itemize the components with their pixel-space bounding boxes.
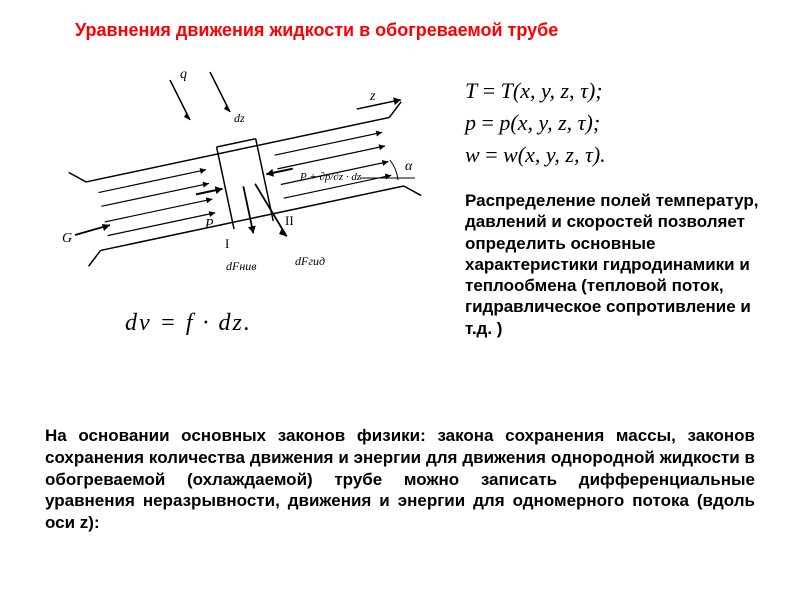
field-equations: T = T(x, y, z, τ); p = p(x, y, z, τ); w … [465,75,606,171]
eq-T-rhs: T(x, y, z, τ); [501,78,603,103]
description-bottom: На основании основных законов физики: за… [45,425,755,534]
page-title: Уравнения движения жидкости в обогреваем… [75,20,725,41]
eq-p-rhs: p(x, y, z, τ); [499,110,600,135]
eq-p-lhs: p [465,110,476,135]
eq-T-lhs: T [465,78,477,103]
label-alpha: α [405,159,413,174]
eq-w-lhs: w [465,142,480,167]
label-G: G [62,231,72,246]
label-z: z [369,89,376,104]
label-dFgid: dFгид [295,254,325,268]
label-dz: dz [234,111,245,125]
description-right: Распределение полей температур, давлений… [465,190,775,339]
label-II: II [285,213,294,228]
label-P: P [204,217,214,232]
label-I: I [225,236,229,251]
label-Pdz: P + ∂p/∂z · dz [299,171,362,183]
equation-dv: dv = f · dz. [125,310,252,337]
label-dFnib: dFнив [226,259,257,273]
label-q: q [180,67,187,82]
equation-T: T = T(x, y, z, τ); [465,75,606,107]
eq-w-rhs: w(x, y, z, τ). [503,142,606,167]
pipe-diagram: q z α dz G P I II P + ∂p/∂z · dz dFнив d… [60,60,430,290]
equation-p: p = p(x, y, z, τ); [465,107,606,139]
equation-w: w = w(x, y, z, τ). [465,139,606,171]
